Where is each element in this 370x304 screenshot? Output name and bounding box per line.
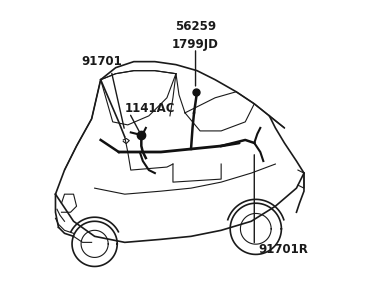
Text: 91701: 91701 bbox=[82, 55, 122, 68]
Text: 1799JD: 1799JD bbox=[172, 38, 219, 51]
Text: 91701R: 91701R bbox=[259, 244, 309, 256]
Text: 1141AC: 1141AC bbox=[125, 102, 175, 115]
Text: 56259: 56259 bbox=[175, 20, 216, 33]
